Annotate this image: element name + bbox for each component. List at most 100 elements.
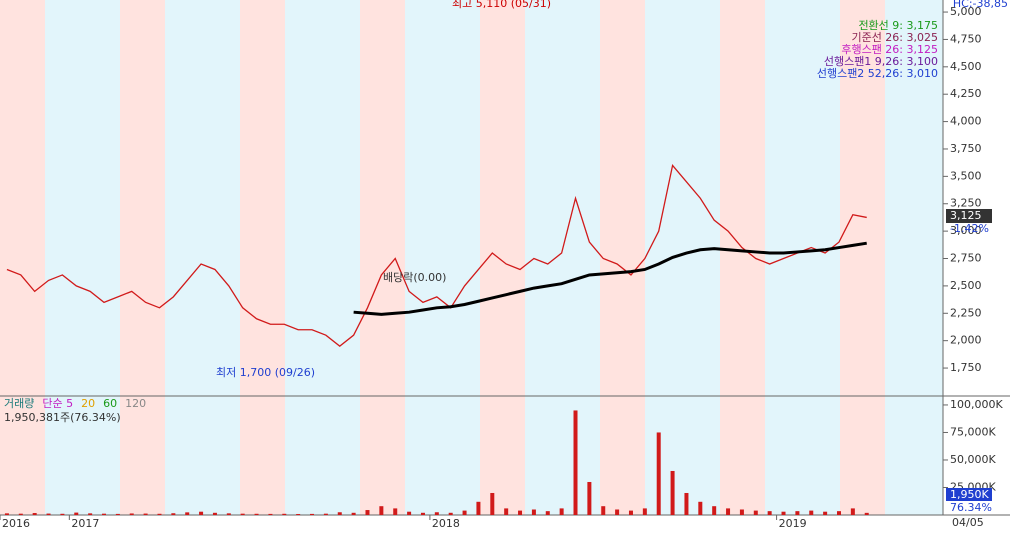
y-tick-label: 4,500 [950,60,982,73]
low-annotation: 최저 1,700 (09/26) [216,366,315,379]
legend-entry: 120 [125,397,146,410]
x-tick-label: 2017 [71,517,99,530]
volume-bar [420,512,425,515]
volume-summary: 1,950,381주(76.34%) [4,411,121,424]
volume-bar [212,512,217,515]
volume-bar [712,506,717,515]
volume-bar [323,513,328,515]
volume-bar [226,513,231,515]
x-tick-label: 2016 [2,517,30,530]
current-price: 3,125 [950,209,982,222]
legend-entry: 20 [81,397,95,410]
legend-entry: 전환선 9: 3,175 [858,19,938,32]
y-tick-label: 2,750 [950,252,982,265]
volume-bar [240,513,245,515]
volume-bar [393,508,398,515]
volume-bar [434,512,439,515]
y-tick-label: 50,000K [950,453,996,466]
background-bands [0,0,943,515]
volume-bar [199,511,204,515]
volume-bar [670,470,675,515]
volume-bar [254,513,259,515]
y-tick-label: 2,500 [950,279,982,292]
volume-bar [559,508,564,515]
volume-bar [157,513,162,515]
volume-bar [587,481,592,515]
volume-bar [143,513,148,515]
axis-panel [943,0,1010,533]
volume-bar [379,506,384,515]
y-tick-label: 75,000K [950,425,996,438]
high-annotation: 최고 5,110 (05/31) [452,0,551,10]
volume-change: 76.34% [950,501,992,514]
volume-bar [601,506,606,515]
volume-current: 1,950K [950,488,989,501]
volume-bar [337,512,342,515]
volume-bar [753,510,758,515]
y-tick-label: 1,750 [950,361,982,374]
volume-bar [684,492,689,515]
volume-bar [545,511,550,515]
y-tick-label: 100,000K [950,398,1003,411]
volume-bar [864,512,869,515]
y-tick-label: 4,250 [950,87,982,100]
volume-box [946,488,992,501]
volume-bar [476,501,481,515]
last-date: 04/05 [952,516,984,529]
legend-entry: 거래량 [4,397,34,410]
y-tick-label: 3,000 [950,224,982,237]
volume-bar [365,510,370,515]
volume-bar [407,511,412,515]
volume-bar [448,512,453,515]
volume-bar [88,513,93,515]
current-box [946,209,992,223]
volume-bar [518,510,523,515]
y-tick-label: 4,750 [950,32,982,45]
legend-entry: 선행스팬2 52,26: 3,010 [817,67,938,80]
y-tick-label: 3,750 [950,142,982,155]
dividend-annotation: 배당락(0.00) [383,271,446,284]
legend-entry: 기준선 26: 3,025 [851,31,938,44]
volume-bar [823,511,828,515]
x-tick-label: 2018 [432,517,460,530]
legend-entry: 단순 5 [42,397,73,410]
volume-bar [656,432,661,515]
volume-bar [268,513,273,515]
volume-bar [531,509,536,515]
volume-bar [698,501,703,515]
volume-bar [310,513,315,515]
volume-bar [60,513,65,515]
y-tick-label: 4,000 [950,115,982,128]
volume-bar [739,509,744,515]
volume-bar [615,509,620,515]
volume-bar [46,513,51,515]
legend-entry: 60 [103,397,117,410]
volume-bar [4,513,9,515]
volume-bar [462,510,467,515]
volume-bar [74,512,79,515]
volume-bar [836,511,841,515]
volume-bar [490,492,495,515]
price-line [353,241,867,316]
volume-bar [282,513,287,515]
volume-bar [102,513,107,515]
volume-bar [115,513,120,515]
y-tick-label: 2,000 [950,334,982,347]
volume-bar [296,514,301,515]
volume-bar [171,513,176,515]
y-tick-label: 5,000 [950,5,982,18]
volume-bar [781,511,786,515]
volume-bar [351,512,356,515]
legend-entry: 선행스팬1 9,26: 3,100 [824,55,938,68]
y-tick-label: 3,250 [950,197,982,210]
volume-bar [185,512,190,515]
volume-bar [129,513,134,515]
volume-bar [850,508,855,515]
volume-bar [726,508,731,515]
volume-bar [795,511,800,515]
volume-bar [504,508,509,515]
corner-label: HC:-38,85 [953,0,1008,10]
volume-bar [642,508,647,515]
